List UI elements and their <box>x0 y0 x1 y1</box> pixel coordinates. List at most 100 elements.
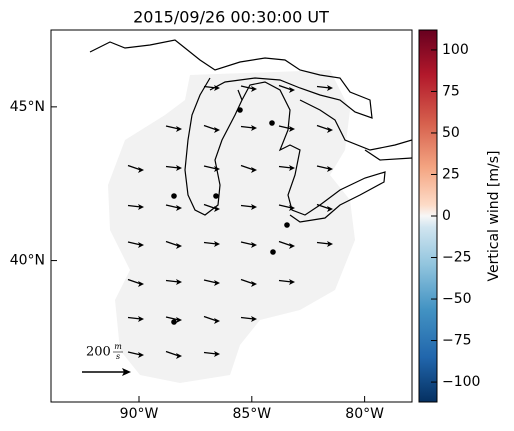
wind-arrow-head <box>138 316 144 322</box>
scale-head <box>122 368 131 376</box>
wind-arrow-head <box>176 165 182 171</box>
wind-arrow-shaft <box>127 241 142 246</box>
wind-arrow-shaft <box>165 204 180 209</box>
wind-arrow-head <box>176 243 182 249</box>
colorbar-tick-label: 100 <box>442 42 469 58</box>
wind-arrow-head <box>327 206 333 212</box>
wind-arrow-head <box>138 204 144 210</box>
wind-arrow-head <box>251 242 257 248</box>
wind-arrow-head <box>138 242 144 248</box>
wind-arrow-shaft <box>278 165 293 169</box>
wind-arrow-shaft <box>203 351 218 355</box>
wind-arrow-head <box>214 318 220 324</box>
wind-arrow-head <box>251 204 257 210</box>
wind-arrow-head <box>214 85 220 91</box>
wind-arrow-head <box>138 167 144 173</box>
wind-arrow-head <box>176 205 182 211</box>
y-tick-label: 40°N <box>10 253 45 269</box>
wind-arrow-head <box>251 281 257 287</box>
station-dot <box>171 193 177 199</box>
station-dot <box>269 120 275 126</box>
wind-arrow-shaft <box>278 204 293 209</box>
wind-vectors <box>127 84 333 359</box>
wind-arrow-shaft <box>278 125 293 130</box>
wind-arrow-shaft <box>127 164 142 171</box>
wind-arrow-head <box>289 165 295 171</box>
stations <box>171 107 290 325</box>
wind-arrow-head <box>214 206 220 212</box>
scale-arrow: 200 m s <box>82 342 131 376</box>
wind-arrow-head <box>214 351 220 357</box>
wind-arrow-shaft <box>240 316 255 320</box>
wind-arrow-head <box>289 87 295 93</box>
station-dot <box>213 193 219 199</box>
wind-arrow-head <box>138 281 144 287</box>
wind-arrow-head <box>176 279 182 285</box>
wind-arrow-shaft <box>203 85 218 89</box>
wind-arrow-shaft <box>127 316 142 320</box>
wind-arrow-shaft <box>278 240 293 247</box>
wind-arrow-shaft <box>165 316 180 321</box>
wind-arrow-head <box>214 280 220 286</box>
wind-arrow-shaft <box>316 241 331 245</box>
wind-arrow-head <box>327 127 333 133</box>
wind-arrow-shaft <box>240 241 255 246</box>
wind-arrow-head <box>251 167 257 173</box>
wind-arrow-shaft <box>203 165 218 170</box>
wind-arrow-shaft <box>240 278 255 285</box>
wind-arrow-shaft <box>240 125 255 129</box>
wind-arrow-head <box>214 241 220 247</box>
station-dot <box>270 249 276 255</box>
coastline <box>241 81 386 223</box>
wind-arrow-head <box>176 126 182 132</box>
wind-arrow-shaft <box>127 351 142 356</box>
wind-arrow-shaft <box>165 350 180 357</box>
wind-arrow-shaft <box>240 164 255 171</box>
wind-arrow-shaft <box>203 124 218 131</box>
wind-arrow-head <box>251 86 257 92</box>
wind-arrow-shaft <box>165 125 180 130</box>
wind-arrow-head <box>138 352 144 358</box>
wind-arrow-shaft <box>203 241 218 245</box>
wind-arrow-head <box>289 205 295 211</box>
colorbar-label: Vertical wind [m/s] <box>486 151 502 282</box>
wind-arrow-head <box>327 85 333 91</box>
station-dot <box>237 107 243 113</box>
x-tick-label: 80°W <box>345 406 384 422</box>
wind-arrow-head <box>214 166 220 172</box>
map-layer <box>89 39 412 383</box>
wind-arrow-head <box>176 317 182 323</box>
wind-arrow-head <box>289 126 295 132</box>
coastline <box>364 149 412 161</box>
wind-arrow-shaft <box>165 165 180 169</box>
wind-arrow-shaft <box>127 204 142 208</box>
colorbar-tick-label: 75 <box>442 83 460 99</box>
wind-arrow-head <box>289 279 295 285</box>
wind-arrow-head <box>289 243 295 249</box>
wind-arrow-shaft <box>278 279 293 283</box>
colorbar-tick-label: −100 <box>442 374 480 390</box>
wind-arrow-shaft <box>240 85 255 90</box>
wind-arrow-head <box>214 127 220 133</box>
wind-arrow-shaft <box>165 240 180 247</box>
wind-arrow-shaft <box>278 84 293 91</box>
colorbar-tick-label: 0 <box>442 208 451 224</box>
wind-arrow-shaft <box>127 278 142 285</box>
wind-arrow-shaft <box>240 204 255 208</box>
coastline <box>89 39 373 119</box>
wind-arrow-head <box>251 316 257 322</box>
x-tick-label: 90°W <box>120 406 159 422</box>
coastline <box>299 99 412 151</box>
wind-arrow-shaft <box>165 279 180 283</box>
colorbar-tick-label: −25 <box>442 250 472 266</box>
wind-arrow-shaft <box>316 203 331 210</box>
title: 2015/09/26 00:30:00 UT <box>133 8 329 27</box>
x-tick-label: 85°W <box>232 406 271 422</box>
wind-arrow-shaft <box>203 203 218 210</box>
scale-number: 200 <box>86 345 111 360</box>
wind-arrow-head <box>327 241 333 247</box>
wind-arrow-shaft <box>316 124 331 131</box>
scale-unit-bottom: s <box>116 352 120 361</box>
wind-arrow-shaft <box>316 85 331 89</box>
